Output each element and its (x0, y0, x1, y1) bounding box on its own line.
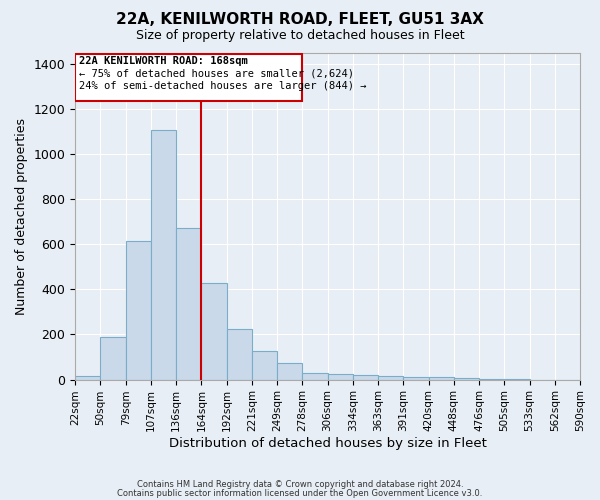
Text: 24% of semi-detached houses are larger (844) →: 24% of semi-detached houses are larger (… (79, 80, 367, 90)
Bar (403, 378, 428, 380)
Bar (328, 374, 353, 380)
X-axis label: Distribution of detached houses by size in Fleet: Distribution of detached houses by size … (169, 437, 487, 450)
Bar (353, 375, 378, 380)
Bar (75, 376, 100, 380)
Bar (479, 379, 504, 380)
Bar (252, 352, 277, 380)
Bar (202, 282, 227, 380)
Bar (277, 362, 302, 380)
Text: Contains public sector information licensed under the Open Government Licence v3: Contains public sector information licen… (118, 489, 482, 498)
Text: ← 75% of detached houses are smaller (2,624): ← 75% of detached houses are smaller (2,… (79, 69, 354, 79)
Bar (428, 378, 454, 380)
Bar (75, 54, 302, 101)
Text: 22A, KENILWORTH ROAD, FLEET, GU51 3AX: 22A, KENILWORTH ROAD, FLEET, GU51 3AX (116, 12, 484, 28)
Bar (302, 373, 328, 380)
Bar (100, 336, 125, 380)
Y-axis label: Number of detached properties: Number of detached properties (15, 118, 28, 314)
Text: Contains HM Land Registry data © Crown copyright and database right 2024.: Contains HM Land Registry data © Crown c… (137, 480, 463, 489)
Bar (454, 378, 479, 380)
Text: 22A KENILWORTH ROAD: 168sqm: 22A KENILWORTH ROAD: 168sqm (79, 56, 248, 66)
Bar (227, 329, 252, 380)
Bar (125, 241, 151, 380)
Bar (378, 376, 403, 380)
Bar (176, 228, 202, 380)
Bar (151, 130, 176, 380)
Text: Size of property relative to detached houses in Fleet: Size of property relative to detached ho… (136, 29, 464, 42)
